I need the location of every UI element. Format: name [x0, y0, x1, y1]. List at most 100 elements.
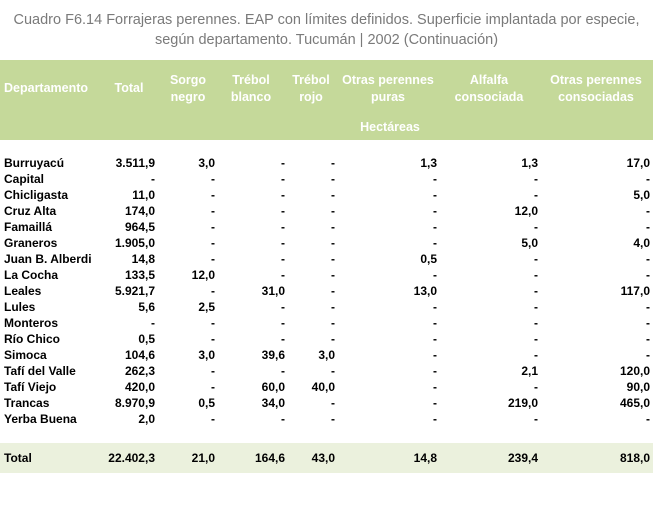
- row-cell: -: [534, 380, 538, 394]
- row-cell: -: [646, 316, 650, 330]
- row-cell: -: [331, 172, 335, 186]
- row-cell: -: [433, 412, 437, 426]
- table-row: Tafí del Valle 262,3 - - - - 2,1 120,0: [0, 363, 653, 379]
- row-cell: -: [433, 220, 437, 234]
- row-cell: -: [433, 300, 437, 314]
- row-cell: -: [534, 316, 538, 330]
- row-cell: -: [534, 188, 538, 202]
- row-cell: 3.511,9: [115, 156, 155, 170]
- table-row: Cruz Alta 174,0 - - - - 12,0 -: [0, 203, 653, 219]
- row-cell: -: [646, 348, 650, 362]
- row-cell: 5,0: [633, 188, 650, 202]
- row-cell: 5,6: [138, 300, 155, 314]
- row-cell: 39,6: [261, 348, 285, 362]
- header-otras-cons-line2: consociadas: [558, 90, 634, 104]
- row-cell: -: [211, 364, 215, 378]
- row-cell: -: [646, 220, 650, 234]
- row-cell: -: [433, 172, 437, 186]
- row-cell: -: [433, 316, 437, 330]
- row-cell: -: [211, 380, 215, 394]
- row-cell: 31,0: [261, 284, 285, 298]
- table-row: Yerba Buena 2,0 - - - - - -: [0, 411, 653, 427]
- total-cell: 818,0: [619, 451, 650, 465]
- row-cell: 2,0: [138, 412, 155, 426]
- row-cell: -: [534, 332, 538, 346]
- total-cell: 21,0: [191, 451, 215, 465]
- row-cell: 219,0: [507, 396, 538, 410]
- row-cell: 3,0: [198, 156, 215, 170]
- row-cell: -: [211, 252, 215, 266]
- row-cell: -: [331, 300, 335, 314]
- row-cell: -: [211, 204, 215, 218]
- row-departamento: Tafí Viejo: [4, 380, 57, 394]
- header-unit: Hectáreas: [360, 120, 420, 134]
- row-cell: -: [646, 172, 650, 186]
- row-cell: -: [281, 172, 285, 186]
- header-trebol-rojo: Trébol rojo: [286, 72, 336, 106]
- row-cell: 3,0: [198, 348, 215, 362]
- row-cell: 262,3: [124, 364, 155, 378]
- row-cell: -: [331, 284, 335, 298]
- row-cell: 34,0: [261, 396, 285, 410]
- row-cell: -: [433, 348, 437, 362]
- row-cell: -: [433, 236, 437, 250]
- row-cell: -: [534, 252, 538, 266]
- row-cell: -: [151, 316, 155, 330]
- row-cell: -: [211, 332, 215, 346]
- row-cell: -: [534, 284, 538, 298]
- row-cell: -: [211, 412, 215, 426]
- row-cell: -: [433, 396, 437, 410]
- row-cell: 12,0: [514, 204, 538, 218]
- table-row: La Cocha 133,5 12,0 - - - - -: [0, 267, 653, 283]
- table-row: Lules 5,6 2,5 - - - - -: [0, 299, 653, 315]
- row-departamento: Yerba Buena: [4, 412, 77, 426]
- header-trebol-blanco-line1: Trébol: [232, 73, 270, 87]
- header-trebol-rojo-line1: Trébol: [292, 73, 330, 87]
- header-trebol-blanco-line2: blanco: [230, 90, 272, 104]
- row-cell: 133,5: [124, 268, 155, 282]
- row-cell: -: [281, 220, 285, 234]
- header-otras-puras-line2: puras: [370, 90, 406, 104]
- table-row: Chicligasta 11,0 - - - - - 5,0: [0, 187, 653, 203]
- header-otras-perennes-puras: Otras perennes puras: [334, 72, 442, 106]
- table-title: Cuadro F6.14 Forrajeras perennes. EAP co…: [0, 10, 653, 50]
- row-cell: -: [433, 380, 437, 394]
- row-cell: 4,0: [633, 236, 650, 250]
- header-alfalfa-line2: consociada: [454, 90, 524, 104]
- header-otras-puras-line1: Otras perennes: [342, 73, 434, 87]
- row-cell: -: [281, 300, 285, 314]
- row-cell: -: [211, 236, 215, 250]
- row-cell: -: [646, 252, 650, 266]
- row-cell: -: [433, 188, 437, 202]
- row-cell: 0,5: [138, 332, 155, 346]
- row-cell: -: [331, 252, 335, 266]
- row-cell: -: [281, 332, 285, 346]
- row-cell: -: [331, 236, 335, 250]
- row-cell: -: [534, 412, 538, 426]
- row-cell: 12,0: [191, 268, 215, 282]
- row-departamento: Leales: [4, 284, 42, 298]
- row-cell: -: [281, 412, 285, 426]
- row-cell: -: [281, 364, 285, 378]
- row-departamento: Graneros: [4, 236, 58, 250]
- row-cell: -: [211, 316, 215, 330]
- table-row: Burruyacú 3.511,9 3,0 - - 1,3 1,3 17,0: [0, 155, 653, 171]
- row-cell: -: [331, 220, 335, 234]
- table-row: Monteros - - - - - - -: [0, 315, 653, 331]
- row-cell: 2,5: [198, 300, 215, 314]
- row-departamento: La Cocha: [4, 268, 59, 282]
- row-cell: -: [534, 220, 538, 234]
- table-row: Trancas 8.970,9 0,5 34,0 - - 219,0 465,0: [0, 395, 653, 411]
- total-label: Total: [4, 451, 32, 465]
- row-cell: 174,0: [124, 204, 155, 218]
- row-cell: -: [281, 252, 285, 266]
- row-cell: -: [331, 396, 335, 410]
- row-cell: 120,0: [619, 364, 650, 378]
- table-row: Capital - - - - - - -: [0, 171, 653, 187]
- header-departamento: Departamento: [4, 81, 89, 95]
- row-cell: -: [433, 332, 437, 346]
- row-cell: 420,0: [124, 380, 155, 394]
- row-cell: 117,0: [620, 284, 650, 298]
- row-cell: -: [534, 172, 538, 186]
- table-row: Juan B. Alberdi 14,8 - - - 0,5 - -: [0, 251, 653, 267]
